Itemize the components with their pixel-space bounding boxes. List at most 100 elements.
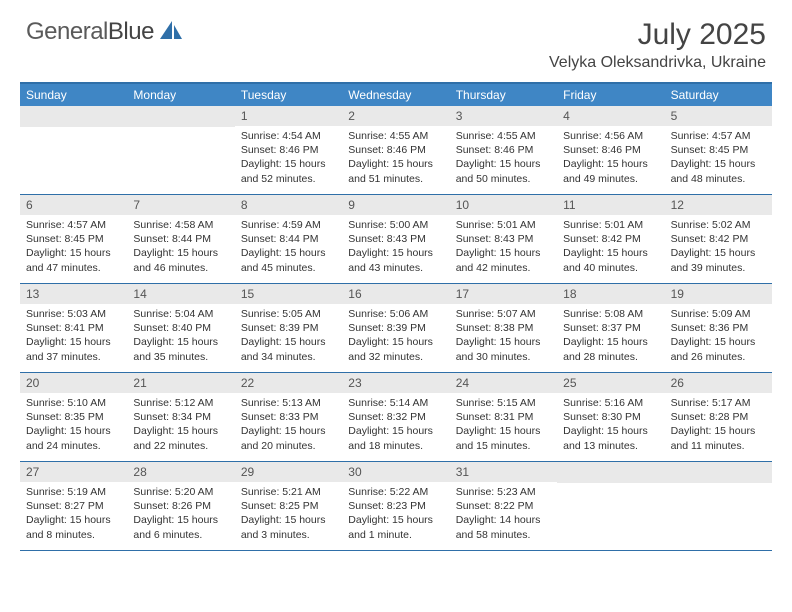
sunset-line: Sunset: 8:26 PM: [133, 499, 228, 513]
day-number: 2: [342, 106, 449, 126]
day-number: 16: [342, 284, 449, 304]
sunset-line: Sunset: 8:46 PM: [563, 143, 658, 157]
location: Velyka Oleksandrivka, Ukraine: [549, 54, 766, 72]
sunrise-line: Sunrise: 5:22 AM: [348, 485, 443, 499]
day-body: Sunrise: 5:00 AMSunset: 8:43 PMDaylight:…: [342, 215, 449, 275]
sunset-line: Sunset: 8:41 PM: [26, 321, 121, 335]
day-number: 1: [235, 106, 342, 126]
day-number: 24: [450, 373, 557, 393]
daylight-line: Daylight: 14 hours and 58 minutes.: [456, 513, 551, 541]
sunrise-line: Sunrise: 5:21 AM: [241, 485, 336, 499]
sunrise-line: Sunrise: 5:07 AM: [456, 307, 551, 321]
day-body: Sunrise: 5:21 AMSunset: 8:25 PMDaylight:…: [235, 482, 342, 542]
daylight-line: Daylight: 15 hours and 3 minutes.: [241, 513, 336, 541]
sunrise-line: Sunrise: 4:59 AM: [241, 218, 336, 232]
sunrise-line: Sunrise: 5:20 AM: [133, 485, 228, 499]
week-row: 13Sunrise: 5:03 AMSunset: 8:41 PMDayligh…: [20, 284, 772, 373]
empty-cell: [20, 106, 127, 194]
day-body: Sunrise: 5:07 AMSunset: 8:38 PMDaylight:…: [450, 304, 557, 364]
day-cell: 29Sunrise: 5:21 AMSunset: 8:25 PMDayligh…: [235, 462, 342, 550]
sunrise-line: Sunrise: 5:12 AM: [133, 396, 228, 410]
sunset-line: Sunset: 8:45 PM: [671, 143, 766, 157]
day-number: 7: [127, 195, 234, 215]
day-number: 22: [235, 373, 342, 393]
day-number: 10: [450, 195, 557, 215]
daylight-line: Daylight: 15 hours and 11 minutes.: [671, 424, 766, 452]
day-number: 11: [557, 195, 664, 215]
day-cell: 5Sunrise: 4:57 AMSunset: 8:45 PMDaylight…: [665, 106, 772, 194]
daylight-line: Daylight: 15 hours and 39 minutes.: [671, 246, 766, 274]
day-number: 13: [20, 284, 127, 304]
sunset-line: Sunset: 8:42 PM: [563, 232, 658, 246]
sunset-line: Sunset: 8:46 PM: [241, 143, 336, 157]
dow-sunday: Sunday: [20, 84, 127, 106]
day-number: 12: [665, 195, 772, 215]
day-number: 6: [20, 195, 127, 215]
sunrise-line: Sunrise: 4:54 AM: [241, 129, 336, 143]
daylight-line: Daylight: 15 hours and 43 minutes.: [348, 246, 443, 274]
day-cell: 9Sunrise: 5:00 AMSunset: 8:43 PMDaylight…: [342, 195, 449, 283]
sunset-line: Sunset: 8:22 PM: [456, 499, 551, 513]
daylight-line: Daylight: 15 hours and 8 minutes.: [26, 513, 121, 541]
day-body: Sunrise: 4:59 AMSunset: 8:44 PMDaylight:…: [235, 215, 342, 275]
empty-cell: [127, 106, 234, 194]
week-row: 1Sunrise: 4:54 AMSunset: 8:46 PMDaylight…: [20, 106, 772, 195]
day-number: 15: [235, 284, 342, 304]
day-number: 21: [127, 373, 234, 393]
sunset-line: Sunset: 8:34 PM: [133, 410, 228, 424]
daylight-line: Daylight: 15 hours and 45 minutes.: [241, 246, 336, 274]
sunrise-line: Sunrise: 5:02 AM: [671, 218, 766, 232]
day-body: Sunrise: 4:55 AMSunset: 8:46 PMDaylight:…: [450, 126, 557, 186]
sunset-line: Sunset: 8:43 PM: [456, 232, 551, 246]
dow-thursday: Thursday: [450, 84, 557, 106]
day-number: 30: [342, 462, 449, 482]
sunrise-line: Sunrise: 5:00 AM: [348, 218, 443, 232]
day-number: 26: [665, 373, 772, 393]
daylight-line: Daylight: 15 hours and 22 minutes.: [133, 424, 228, 452]
day-number: 28: [127, 462, 234, 482]
day-body: Sunrise: 4:56 AMSunset: 8:46 PMDaylight:…: [557, 126, 664, 186]
dow-tuesday: Tuesday: [235, 84, 342, 106]
sunrise-line: Sunrise: 4:58 AM: [133, 218, 228, 232]
sunset-line: Sunset: 8:36 PM: [671, 321, 766, 335]
empty-cell: [557, 462, 664, 550]
day-body: Sunrise: 5:22 AMSunset: 8:23 PMDaylight:…: [342, 482, 449, 542]
daylight-line: Daylight: 15 hours and 49 minutes.: [563, 157, 658, 185]
day-cell: 8Sunrise: 4:59 AMSunset: 8:44 PMDaylight…: [235, 195, 342, 283]
sunset-line: Sunset: 8:39 PM: [348, 321, 443, 335]
sunset-line: Sunset: 8:27 PM: [26, 499, 121, 513]
day-number: 8: [235, 195, 342, 215]
daylight-line: Daylight: 15 hours and 47 minutes.: [26, 246, 121, 274]
day-cell: 28Sunrise: 5:20 AMSunset: 8:26 PMDayligh…: [127, 462, 234, 550]
sunset-line: Sunset: 8:23 PM: [348, 499, 443, 513]
daylight-line: Daylight: 15 hours and 34 minutes.: [241, 335, 336, 363]
day-number: 5: [665, 106, 772, 126]
daylight-line: Daylight: 15 hours and 51 minutes.: [348, 157, 443, 185]
sunrise-line: Sunrise: 5:04 AM: [133, 307, 228, 321]
sunrise-line: Sunrise: 4:55 AM: [348, 129, 443, 143]
day-cell: 30Sunrise: 5:22 AMSunset: 8:23 PMDayligh…: [342, 462, 449, 550]
day-number: 27: [20, 462, 127, 482]
sunset-line: Sunset: 8:44 PM: [241, 232, 336, 246]
day-number: 9: [342, 195, 449, 215]
day-number: 4: [557, 106, 664, 126]
day-number: [20, 106, 127, 127]
daylight-line: Daylight: 15 hours and 40 minutes.: [563, 246, 658, 274]
day-number: 3: [450, 106, 557, 126]
sunset-line: Sunset: 8:31 PM: [456, 410, 551, 424]
logo-part1: General: [26, 18, 108, 45]
logo-part2: Blue: [108, 18, 154, 45]
sunrise-line: Sunrise: 5:09 AM: [671, 307, 766, 321]
week-row: 6Sunrise: 4:57 AMSunset: 8:45 PMDaylight…: [20, 195, 772, 284]
sunrise-line: Sunrise: 5:08 AM: [563, 307, 658, 321]
sunset-line: Sunset: 8:38 PM: [456, 321, 551, 335]
day-body: Sunrise: 4:58 AMSunset: 8:44 PMDaylight:…: [127, 215, 234, 275]
day-cell: 26Sunrise: 5:17 AMSunset: 8:28 PMDayligh…: [665, 373, 772, 461]
day-body: Sunrise: 4:55 AMSunset: 8:46 PMDaylight:…: [342, 126, 449, 186]
sunset-line: Sunset: 8:32 PM: [348, 410, 443, 424]
day-body: Sunrise: 5:01 AMSunset: 8:42 PMDaylight:…: [557, 215, 664, 275]
dow-friday: Friday: [557, 84, 664, 106]
day-cell: 6Sunrise: 4:57 AMSunset: 8:45 PMDaylight…: [20, 195, 127, 283]
sunrise-line: Sunrise: 5:10 AM: [26, 396, 121, 410]
day-cell: 13Sunrise: 5:03 AMSunset: 8:41 PMDayligh…: [20, 284, 127, 372]
